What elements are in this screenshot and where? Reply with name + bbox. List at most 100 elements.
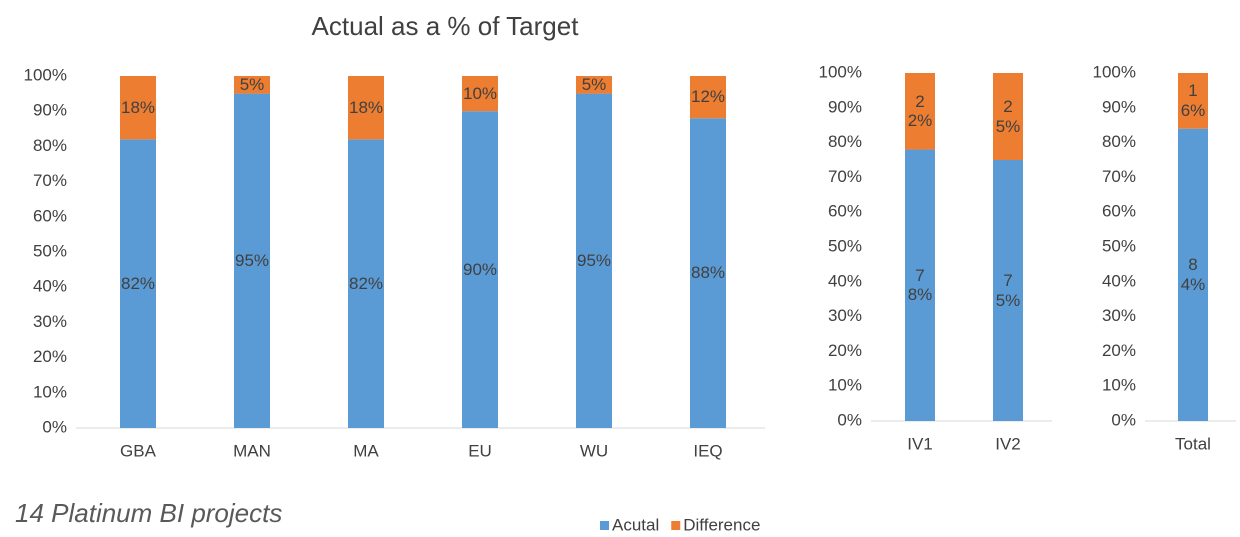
- data-label: 95%: [234, 251, 270, 271]
- y-tick-label: 100%: [1093, 62, 1136, 81]
- data-label: 95%: [576, 251, 612, 271]
- bar: [234, 76, 270, 94]
- y-tick-label: 40%: [828, 271, 862, 290]
- data-label: 90%: [462, 259, 498, 279]
- data-label: 18%: [120, 97, 156, 117]
- y-tick-label: 100%: [819, 62, 862, 81]
- data-label: 5%: [239, 75, 265, 95]
- label-box: 16%: [1180, 81, 1206, 120]
- label-box: 84%: [1180, 255, 1206, 294]
- y-tick-label: 80%: [33, 136, 67, 155]
- data-label: 82%: [120, 273, 156, 293]
- bar: [905, 73, 935, 150]
- label-box: 90%: [462, 259, 498, 279]
- legend-label: Difference: [683, 515, 760, 534]
- data-label: 84%: [1180, 255, 1206, 294]
- bar: [690, 118, 726, 429]
- x-tick-label: EU: [468, 441, 492, 460]
- y-tick-label: 60%: [1102, 202, 1136, 221]
- y-tick-label: 30%: [1102, 306, 1136, 325]
- y-tick-label: 30%: [828, 306, 862, 325]
- y-tick-label: 20%: [1102, 341, 1136, 360]
- bar: [690, 76, 726, 119]
- y-tick-label: 80%: [828, 132, 862, 151]
- label-box: 95%: [576, 251, 612, 271]
- y-tick-label: 50%: [33, 241, 67, 260]
- data-label: 12%: [690, 87, 726, 107]
- label-box: 10%: [462, 83, 498, 103]
- y-tick-label: 0%: [837, 410, 862, 429]
- y-tick-label: 30%: [33, 312, 67, 331]
- bar: [993, 73, 1023, 160]
- x-tick-label: MA: [353, 441, 379, 460]
- data-label: 82%: [348, 273, 384, 293]
- y-tick-label: 10%: [1102, 376, 1136, 395]
- y-tick-label: 100%: [24, 65, 67, 84]
- x-tick-label: IV1: [907, 434, 933, 453]
- bar: [1178, 128, 1208, 421]
- y-tick-label: 10%: [33, 382, 67, 401]
- label-box: 12%: [690, 87, 726, 107]
- legend-label: Acutal: [612, 515, 659, 534]
- label-box: 25%: [995, 96, 1021, 136]
- bar: [348, 76, 384, 140]
- y-tick-label: 40%: [1102, 271, 1136, 290]
- bar: [576, 93, 612, 428]
- legend-swatch: [671, 521, 681, 530]
- label-box: 78%: [907, 265, 933, 305]
- label-box: 18%: [348, 97, 384, 117]
- y-tick-label: 70%: [1102, 167, 1136, 186]
- bar: [462, 76, 498, 112]
- label-box: 82%: [348, 273, 384, 293]
- data-label: 18%: [348, 97, 384, 117]
- bar: [348, 139, 384, 429]
- data-label: 10%: [462, 83, 498, 103]
- y-tick-label: 70%: [828, 167, 862, 186]
- label-box: 75%: [995, 270, 1021, 310]
- x-tick-label: Total: [1175, 434, 1211, 453]
- y-tick-label: 40%: [33, 277, 67, 296]
- note: 14 Platinum BI projects: [15, 498, 282, 528]
- y-tick-label: 70%: [33, 171, 67, 190]
- x-tick-label: IEQ: [693, 441, 722, 460]
- label-box: 82%: [120, 273, 156, 293]
- data-label: 16%: [1180, 81, 1206, 120]
- bar: [905, 149, 935, 421]
- bar: [462, 111, 498, 428]
- bar: [120, 76, 156, 140]
- label-box: 5%: [582, 75, 607, 94]
- bar: [576, 76, 612, 94]
- chart-title: Actual as a % of Target: [312, 11, 580, 41]
- y-tick-label: 90%: [828, 97, 862, 116]
- y-tick-label: 80%: [1102, 132, 1136, 151]
- y-tick-label: 60%: [828, 202, 862, 221]
- data-label: 88%: [690, 263, 726, 283]
- y-tick-label: 50%: [828, 236, 862, 255]
- x-tick-label: MAN: [233, 441, 271, 460]
- y-tick-label: 50%: [1102, 236, 1136, 255]
- label-box: 22%: [907, 91, 933, 131]
- legend-swatch: [600, 521, 609, 530]
- data-label: 78%: [907, 265, 933, 305]
- data-label: 22%: [907, 91, 933, 131]
- y-tick-label: 20%: [33, 347, 67, 366]
- data-label: 75%: [995, 270, 1021, 310]
- x-tick-label: IV2: [995, 434, 1021, 453]
- y-tick-label: 10%: [828, 376, 862, 395]
- label-box: 88%: [690, 263, 726, 283]
- y-tick-label: 20%: [828, 341, 862, 360]
- label-box: 18%: [120, 97, 156, 117]
- bar: [993, 160, 1023, 421]
- y-tick-label: 0%: [42, 417, 67, 436]
- y-tick-label: 90%: [1102, 97, 1136, 116]
- label-box: 5%: [239, 75, 265, 95]
- x-tick-label: GBA: [120, 441, 157, 460]
- bar: [1178, 73, 1208, 129]
- x-tick-label: WU: [580, 441, 608, 460]
- bar: [234, 93, 270, 428]
- label-box: 95%: [234, 251, 270, 271]
- y-tick-label: 90%: [33, 101, 67, 120]
- data-label: 25%: [995, 96, 1021, 136]
